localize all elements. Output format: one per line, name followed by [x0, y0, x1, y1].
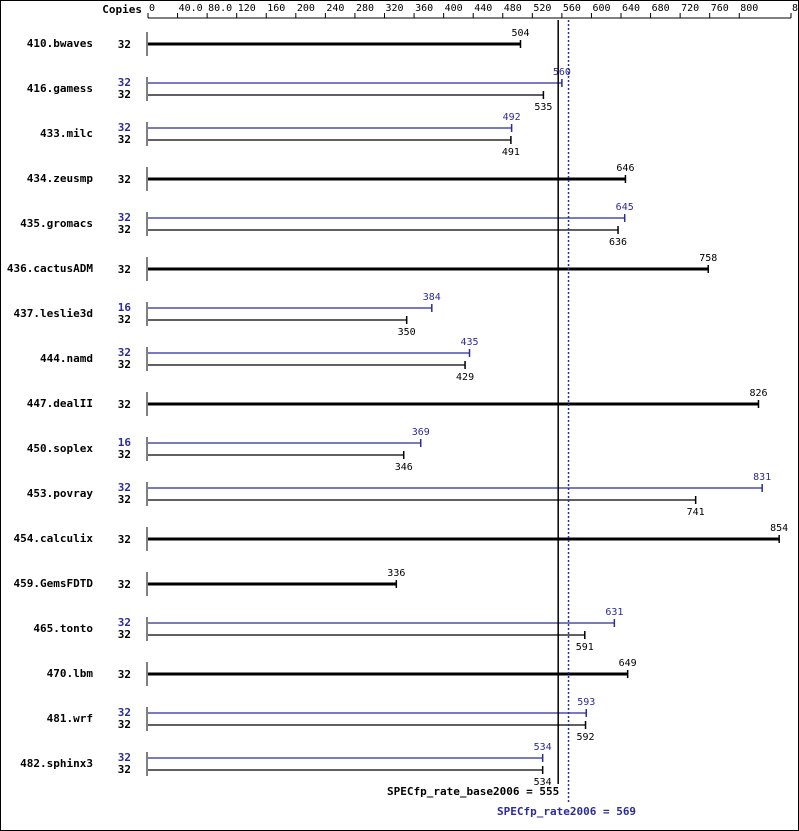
- x-tick-label: 800: [740, 3, 758, 14]
- value-label: 636: [609, 237, 627, 248]
- reference-label: SPECfp_rate_base2006 = 555: [387, 785, 559, 798]
- benchmark-name: 453.povray: [27, 487, 94, 500]
- value-label: 591: [576, 642, 594, 653]
- benchmark-name: 454.calculix: [14, 532, 94, 545]
- copies-label: 32: [118, 578, 131, 591]
- x-tick-label: 870: [792, 3, 799, 14]
- value-label: 535: [534, 102, 552, 113]
- benchmark-name: 470.lbm: [47, 667, 94, 680]
- benchmark-name: 481.wrf: [47, 712, 93, 725]
- copies-label: 32: [118, 121, 131, 134]
- copies-label: 32: [118, 718, 131, 731]
- value-label: 384: [423, 292, 441, 303]
- value-label: 534: [534, 742, 552, 753]
- x-tick-label: 0: [149, 3, 155, 14]
- value-label: 534: [534, 777, 552, 788]
- copies-label: 32: [118, 398, 131, 411]
- benchmark-name: 433.milc: [40, 127, 93, 140]
- value-label: 560: [553, 67, 571, 78]
- benchmark-name: 459.GemsFDTD: [14, 577, 94, 590]
- copies-label: 16: [118, 436, 132, 449]
- x-tick-label: 280: [356, 3, 374, 14]
- copies-label: 32: [118, 133, 131, 146]
- x-tick-label: 400: [445, 3, 463, 14]
- benchmark-name: 416.gamess: [27, 82, 93, 95]
- value-label: 631: [605, 607, 623, 618]
- benchmark-name: 410.bwaves: [27, 37, 93, 50]
- x-tick-label: 200: [297, 3, 315, 14]
- copies-label: 32: [118, 751, 131, 764]
- x-tick-label: 480: [504, 3, 522, 14]
- value-label: 435: [460, 337, 478, 348]
- value-label: 346: [395, 462, 413, 473]
- copies-label: 32: [118, 88, 131, 101]
- x-tick-label: 240: [326, 3, 344, 14]
- value-label: 429: [456, 372, 474, 383]
- copies-label: 32: [118, 493, 131, 506]
- copies-label: 32: [118, 76, 131, 89]
- value-label: 758: [699, 253, 717, 264]
- value-label: 592: [577, 732, 595, 743]
- x-tick-label: 320: [386, 3, 404, 14]
- copies-label: 32: [118, 481, 131, 494]
- benchmark-name: 444.namd: [40, 352, 93, 365]
- value-label: 336: [387, 568, 405, 579]
- value-label: 646: [616, 163, 634, 174]
- benchmark-name: 435.gromacs: [20, 217, 93, 230]
- x-tick-label: 360: [415, 3, 433, 14]
- value-label: 593: [577, 697, 595, 708]
- x-tick-label: 760: [711, 3, 729, 14]
- value-label: 826: [749, 388, 767, 399]
- copies-label: 32: [118, 616, 131, 629]
- value-label: 350: [398, 327, 416, 338]
- x-tick-label: 40.0: [179, 3, 203, 14]
- benchmark-name: 482.sphinx3: [20, 757, 93, 770]
- copies-label: 32: [118, 263, 131, 276]
- benchmark-name: 434.zeusmp: [27, 172, 94, 185]
- value-label: 369: [412, 427, 430, 438]
- x-tick-label: 80.0: [208, 3, 232, 14]
- copies-label: 32: [118, 173, 131, 186]
- x-tick-label: 640: [622, 3, 640, 14]
- copies-label: 32: [118, 211, 131, 224]
- value-label: 831: [753, 472, 771, 483]
- value-label: 492: [503, 112, 521, 123]
- x-tick-label: 680: [652, 3, 670, 14]
- reference-label: SPECfp_rate2006 = 569: [497, 805, 636, 818]
- x-tick-label: 520: [533, 3, 551, 14]
- x-tick-label: 160: [267, 3, 285, 14]
- x-tick-label: 560: [563, 3, 581, 14]
- benchmark-name: 436.cactusADM: [7, 262, 93, 275]
- benchmark-name: 465.tonto: [33, 622, 93, 635]
- copies-label: 32: [118, 358, 131, 371]
- benchmark-name: 437.leslie3d: [14, 307, 93, 320]
- x-tick-label: 720: [681, 3, 699, 14]
- value-label: 741: [687, 507, 705, 518]
- benchmark-name: 450.soplex: [27, 442, 94, 455]
- copies-label: 32: [118, 706, 131, 719]
- copies-label: 32: [118, 763, 131, 776]
- value-label: 649: [619, 658, 637, 669]
- value-label: 854: [770, 523, 788, 534]
- copies-label: 32: [118, 38, 131, 51]
- copies-label: 32: [118, 346, 131, 359]
- copies-label: 32: [118, 533, 131, 546]
- copies-label: 32: [118, 628, 131, 641]
- copies-label: 32: [118, 313, 131, 326]
- benchmark-name: 447.dealII: [27, 397, 93, 410]
- value-label: 491: [502, 147, 520, 158]
- copies-header: Copies: [102, 3, 142, 16]
- x-tick-label: 120: [238, 3, 256, 14]
- x-tick-label: 600: [592, 3, 610, 14]
- copies-label: 16: [118, 301, 132, 314]
- copies-label: 32: [118, 448, 131, 461]
- x-tick-label: 440: [474, 3, 492, 14]
- copies-label: 32: [118, 668, 131, 681]
- value-label: 504: [511, 28, 529, 39]
- copies-label: 32: [118, 223, 131, 236]
- value-label: 645: [616, 202, 634, 213]
